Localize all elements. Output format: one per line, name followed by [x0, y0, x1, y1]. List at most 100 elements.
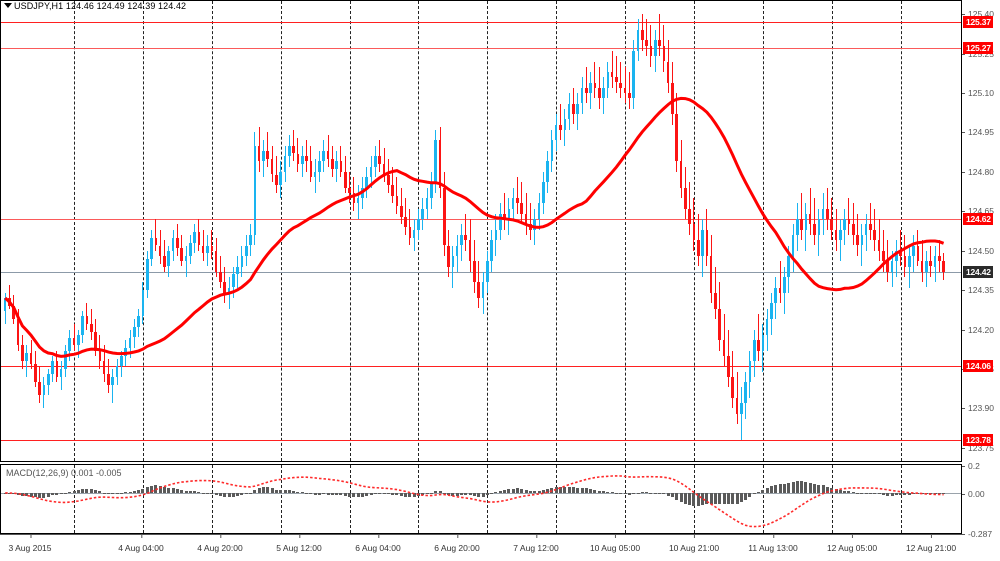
candle-body[interactable]: [873, 229, 877, 241]
candle-body[interactable]: [34, 363, 37, 383]
candle-body[interactable]: [399, 206, 403, 217]
candle-body[interactable]: [709, 256, 713, 293]
candle-body[interactable]: [352, 192, 356, 204]
candle-body[interactable]: [705, 229, 709, 256]
candle-body[interactable]: [890, 261, 894, 272]
candle-body[interactable]: [404, 216, 407, 227]
candle-body[interactable]: [589, 82, 592, 93]
candle-body[interactable]: [692, 224, 696, 241]
candle-body[interactable]: [576, 103, 580, 114]
candle-body[interactable]: [649, 45, 653, 57]
candle-body[interactable]: [266, 150, 270, 159]
candle-body[interactable]: [533, 219, 536, 230]
candle-body[interactable]: [567, 103, 571, 120]
candle-body[interactable]: [675, 114, 679, 162]
candle-body[interactable]: [813, 224, 816, 235]
candle-body[interactable]: [486, 261, 489, 283]
candle-body[interactable]: [882, 250, 885, 262]
candle-body[interactable]: [417, 219, 420, 230]
candle-body[interactable]: [184, 256, 188, 262]
candle-body[interactable]: [77, 334, 80, 346]
candle-body[interactable]: [546, 161, 549, 183]
time-axis[interactable]: 3 Aug 2015 4 Aug 04:00 4 Aug 20:00 5 Aug 12…: [0, 534, 962, 561]
candle-body[interactable]: [322, 150, 326, 162]
candle-body[interactable]: [748, 361, 752, 383]
candle-body[interactable]: [412, 229, 416, 238]
candle-body[interactable]: [438, 140, 442, 188]
candle-body[interactable]: [507, 208, 511, 220]
candle-body[interactable]: [830, 219, 834, 230]
candle-body[interactable]: [408, 227, 412, 238]
candle-body[interactable]: [912, 245, 915, 256]
candle-body[interactable]: [434, 140, 437, 183]
candle-body[interactable]: [744, 382, 747, 404]
candle-body[interactable]: [335, 161, 338, 170]
candle-body[interactable]: [843, 219, 846, 230]
candle-body[interactable]: [387, 174, 390, 185]
candle-body[interactable]: [907, 256, 911, 267]
candle-body[interactable]: [714, 292, 717, 309]
candle-body[interactable]: [145, 258, 149, 291]
candle-body[interactable]: [309, 161, 313, 178]
candle-body[interactable]: [666, 61, 670, 83]
candle-body[interactable]: [851, 224, 855, 235]
candle-body[interactable]: [72, 337, 76, 346]
candle-body[interactable]: [671, 82, 674, 114]
candle-body[interactable]: [163, 256, 166, 267]
candle-body[interactable]: [473, 261, 476, 283]
candle-body[interactable]: [460, 234, 463, 246]
candle-body[interactable]: [701, 229, 704, 256]
candle-body[interactable]: [154, 237, 158, 246]
candle-body[interactable]: [197, 232, 201, 246]
candle-body[interactable]: [223, 282, 227, 296]
candle-body[interactable]: [942, 261, 945, 272]
candle-body[interactable]: [727, 355, 730, 377]
price-chart-plot-area[interactable]: [1, 1, 961, 461]
candle-body[interactable]: [210, 245, 214, 251]
candle-body[interactable]: [374, 156, 377, 167]
candle-body[interactable]: [645, 40, 648, 46]
candle-body[interactable]: [300, 156, 304, 164]
candle-body[interactable]: [253, 145, 257, 235]
candle-body[interactable]: [331, 158, 334, 170]
candle-body[interactable]: [821, 208, 825, 220]
level-price-badge[interactable]: 124.62: [963, 213, 993, 226]
macd-axis[interactable]: 0.2 0.00 -0.287: [962, 461, 1000, 539]
candle-body[interactable]: [585, 87, 588, 93]
candle-body[interactable]: [339, 161, 343, 172]
candle-body[interactable]: [640, 29, 644, 41]
candle-body[interactable]: [98, 350, 102, 362]
candle-body[interactable]: [240, 256, 244, 267]
candle-body[interactable]: [787, 256, 790, 277]
candle-body[interactable]: [188, 242, 192, 256]
candle-body[interactable]: [421, 208, 425, 220]
candle-body[interactable]: [757, 340, 760, 351]
candle-body[interactable]: [369, 166, 373, 178]
candle-body[interactable]: [378, 156, 381, 164]
candle-body[interactable]: [206, 245, 209, 254]
candle-body[interactable]: [287, 145, 291, 157]
candle-body[interactable]: [425, 198, 429, 209]
candle-body[interactable]: [839, 229, 842, 241]
candle-body[interactable]: [232, 274, 235, 288]
candle-body[interactable]: [684, 187, 687, 209]
candle-body[interactable]: [834, 229, 838, 241]
candle-body[interactable]: [94, 332, 97, 351]
candle-body[interactable]: [348, 187, 351, 193]
candle-body[interactable]: [623, 87, 627, 93]
current-price-badge[interactable]: 124.42: [963, 265, 993, 278]
candle-body[interactable]: [128, 337, 132, 348]
candle-body[interactable]: [606, 72, 610, 88]
candle-body[interactable]: [602, 87, 605, 99]
candle-body[interactable]: [735, 397, 739, 414]
price-axis[interactable]: 125.40125.25125.10124.95124.80124.65124.…: [962, 0, 1000, 462]
level-price-badge[interactable]: 123.78: [963, 434, 993, 446]
candle-body[interactable]: [447, 245, 450, 267]
candle-body[interactable]: [804, 213, 808, 230]
price-level-line[interactable]: [1, 219, 961, 221]
candle-body[interactable]: [21, 345, 24, 362]
candle-body[interactable]: [886, 261, 889, 272]
candle-body[interactable]: [610, 72, 614, 78]
candle-body[interactable]: [442, 187, 446, 246]
candle-body[interactable]: [503, 213, 506, 220]
